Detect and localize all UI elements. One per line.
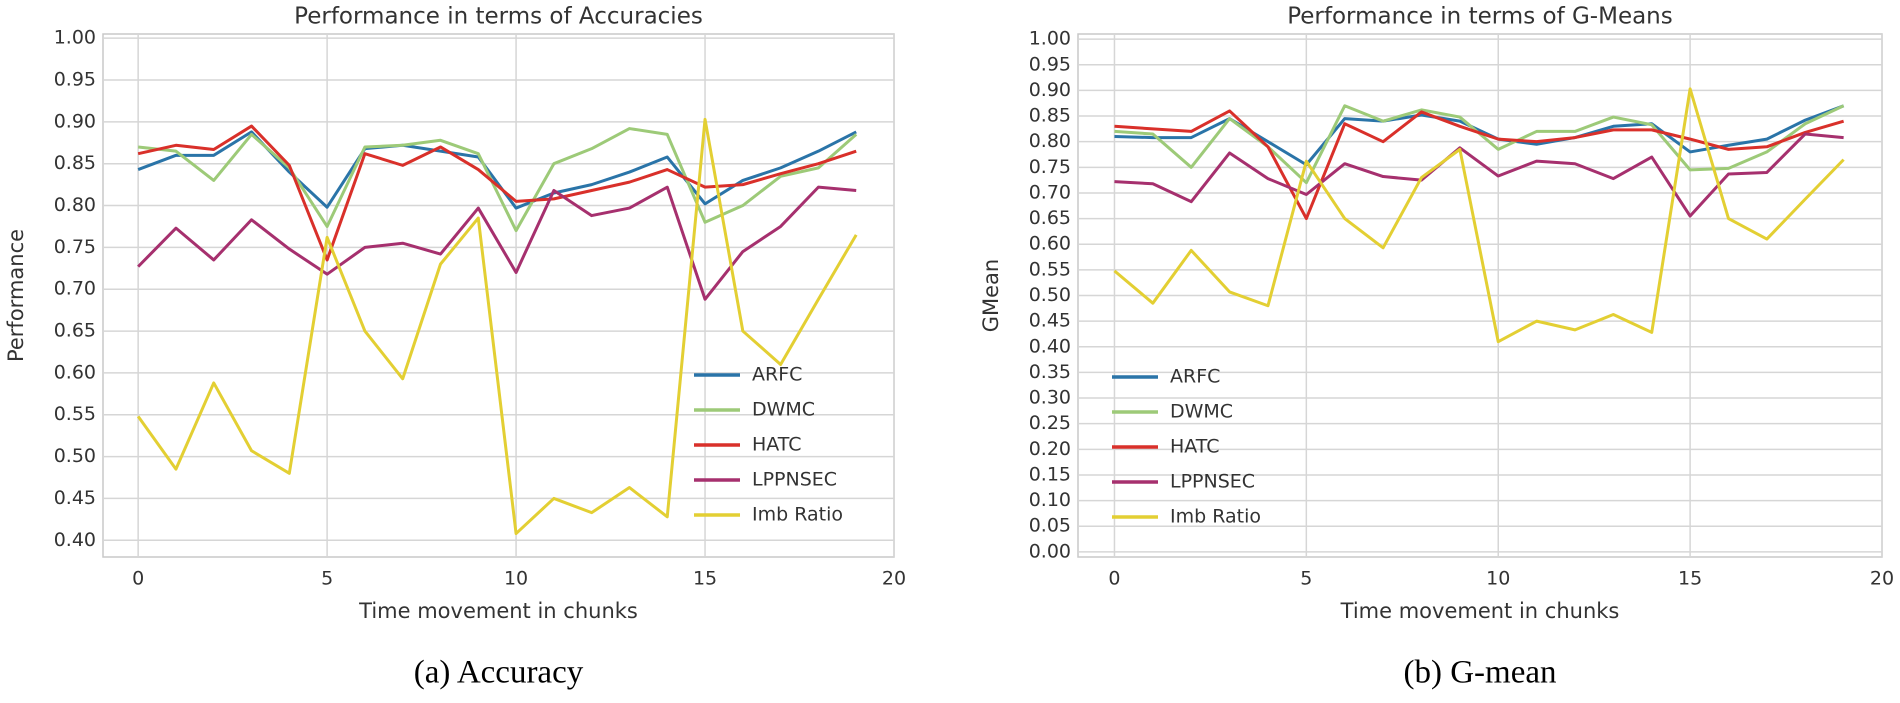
y-tick-label: 0.80	[54, 194, 96, 216]
y-tick-label: 0.75	[1029, 156, 1071, 178]
y-tick-label: 0.70	[54, 278, 96, 300]
y-tick-label: 0.25	[1029, 412, 1071, 434]
legend-label: LPPNSEC	[752, 469, 837, 491]
series-line	[136, 117, 858, 536]
caption: (b) G-mean	[1403, 655, 1556, 691]
y-tick-label: 0.85	[54, 152, 96, 174]
y-axis-label: Performance	[4, 229, 28, 362]
y-tick-label: 0.65	[1029, 207, 1071, 229]
series-line	[137, 127, 858, 233]
y-tick-label: 0.05	[1029, 515, 1071, 537]
y-tick-label: 0.50	[1029, 284, 1071, 306]
legend-label: ARFC	[1170, 366, 1220, 388]
y-tick-label: 0.90	[1029, 79, 1071, 101]
series-line	[1114, 132, 1844, 218]
x-tick-label: 5	[321, 568, 333, 590]
y-tick-label: 0.35	[1029, 361, 1071, 383]
legend-label: LPPNSEC	[1170, 471, 1255, 493]
x-tick-label: 10	[504, 568, 528, 590]
x-tick-label: 20	[1870, 568, 1894, 590]
y-tick-label: 0.60	[1029, 233, 1071, 255]
x-tick-label: 10	[1486, 568, 1510, 590]
y-tick-label: 0.95	[1029, 53, 1071, 75]
series-line	[1114, 109, 1845, 221]
y-tick-label: 0.60	[54, 361, 96, 383]
series-line	[137, 185, 857, 301]
legend-label: Imb Ratio	[1170, 506, 1261, 528]
y-tick-label: 0.45	[54, 487, 96, 509]
y-tick-label: 0.40	[1029, 335, 1071, 357]
y-tick-label: 0.45	[1029, 310, 1071, 332]
y-tick-label: 1.00	[54, 27, 96, 49]
legend-label: ARFC	[752, 364, 802, 386]
series-line	[137, 124, 857, 262]
x-axis-label: Time movement in chunks	[1340, 599, 1620, 623]
y-tick-label: 0.70	[1029, 181, 1071, 203]
chart-title: Performance in terms of Accuracies	[294, 4, 703, 30]
y-tick-label: 0.65	[54, 320, 96, 342]
series-line	[1113, 87, 1845, 344]
y-tick-label: 0.50	[54, 445, 96, 467]
y-tick-label: 0.75	[54, 236, 96, 258]
y-tick-label: 0.10	[1029, 489, 1071, 511]
x-tick-label: 15	[693, 568, 717, 590]
y-axis-label: GMean	[979, 259, 1003, 333]
x-axis-label: Time movement in chunks	[358, 599, 638, 623]
chart-title: Performance in terms of G-Means	[1287, 4, 1673, 30]
x-tick-label: 15	[1678, 568, 1702, 590]
legend-label: HATC	[1170, 436, 1220, 458]
caption: (a) Accuracy	[414, 655, 584, 691]
y-tick-label: 0.90	[54, 110, 96, 132]
legend-label: Imb Ratio	[752, 504, 843, 526]
y-tick-label: 0.00	[1029, 540, 1071, 562]
y-tick-label: 0.85	[1029, 105, 1071, 127]
y-tick-label: 0.15	[1029, 463, 1071, 485]
x-tick-label: 0	[132, 568, 144, 590]
y-tick-label: 0.55	[1029, 258, 1071, 280]
x-tick-label: 20	[882, 568, 906, 590]
legend-label: DWMC	[1170, 401, 1233, 423]
y-tick-label: 0.40	[54, 529, 96, 551]
y-tick-label: 0.80	[1029, 130, 1071, 152]
legend-label: DWMC	[752, 399, 815, 421]
y-tick-label: 1.00	[1029, 28, 1071, 50]
y-tick-label: 0.95	[54, 69, 96, 91]
y-tick-label: 0.20	[1029, 438, 1071, 460]
y-tick-label: 0.30	[1029, 387, 1071, 409]
y-tick-label: 0.55	[54, 403, 96, 425]
x-tick-label: 5	[1300, 568, 1312, 590]
legend-label: HATC	[752, 434, 802, 456]
x-tick-label: 0	[1108, 568, 1120, 590]
